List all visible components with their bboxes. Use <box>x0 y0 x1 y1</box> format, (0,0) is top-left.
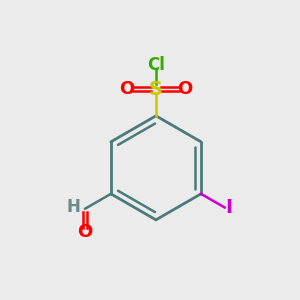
Text: Cl: Cl <box>147 56 165 74</box>
Text: H: H <box>67 198 81 216</box>
Text: I: I <box>225 198 233 217</box>
Text: O: O <box>119 80 134 98</box>
Text: O: O <box>77 223 93 241</box>
Text: O: O <box>177 80 193 98</box>
Text: S: S <box>149 80 163 99</box>
